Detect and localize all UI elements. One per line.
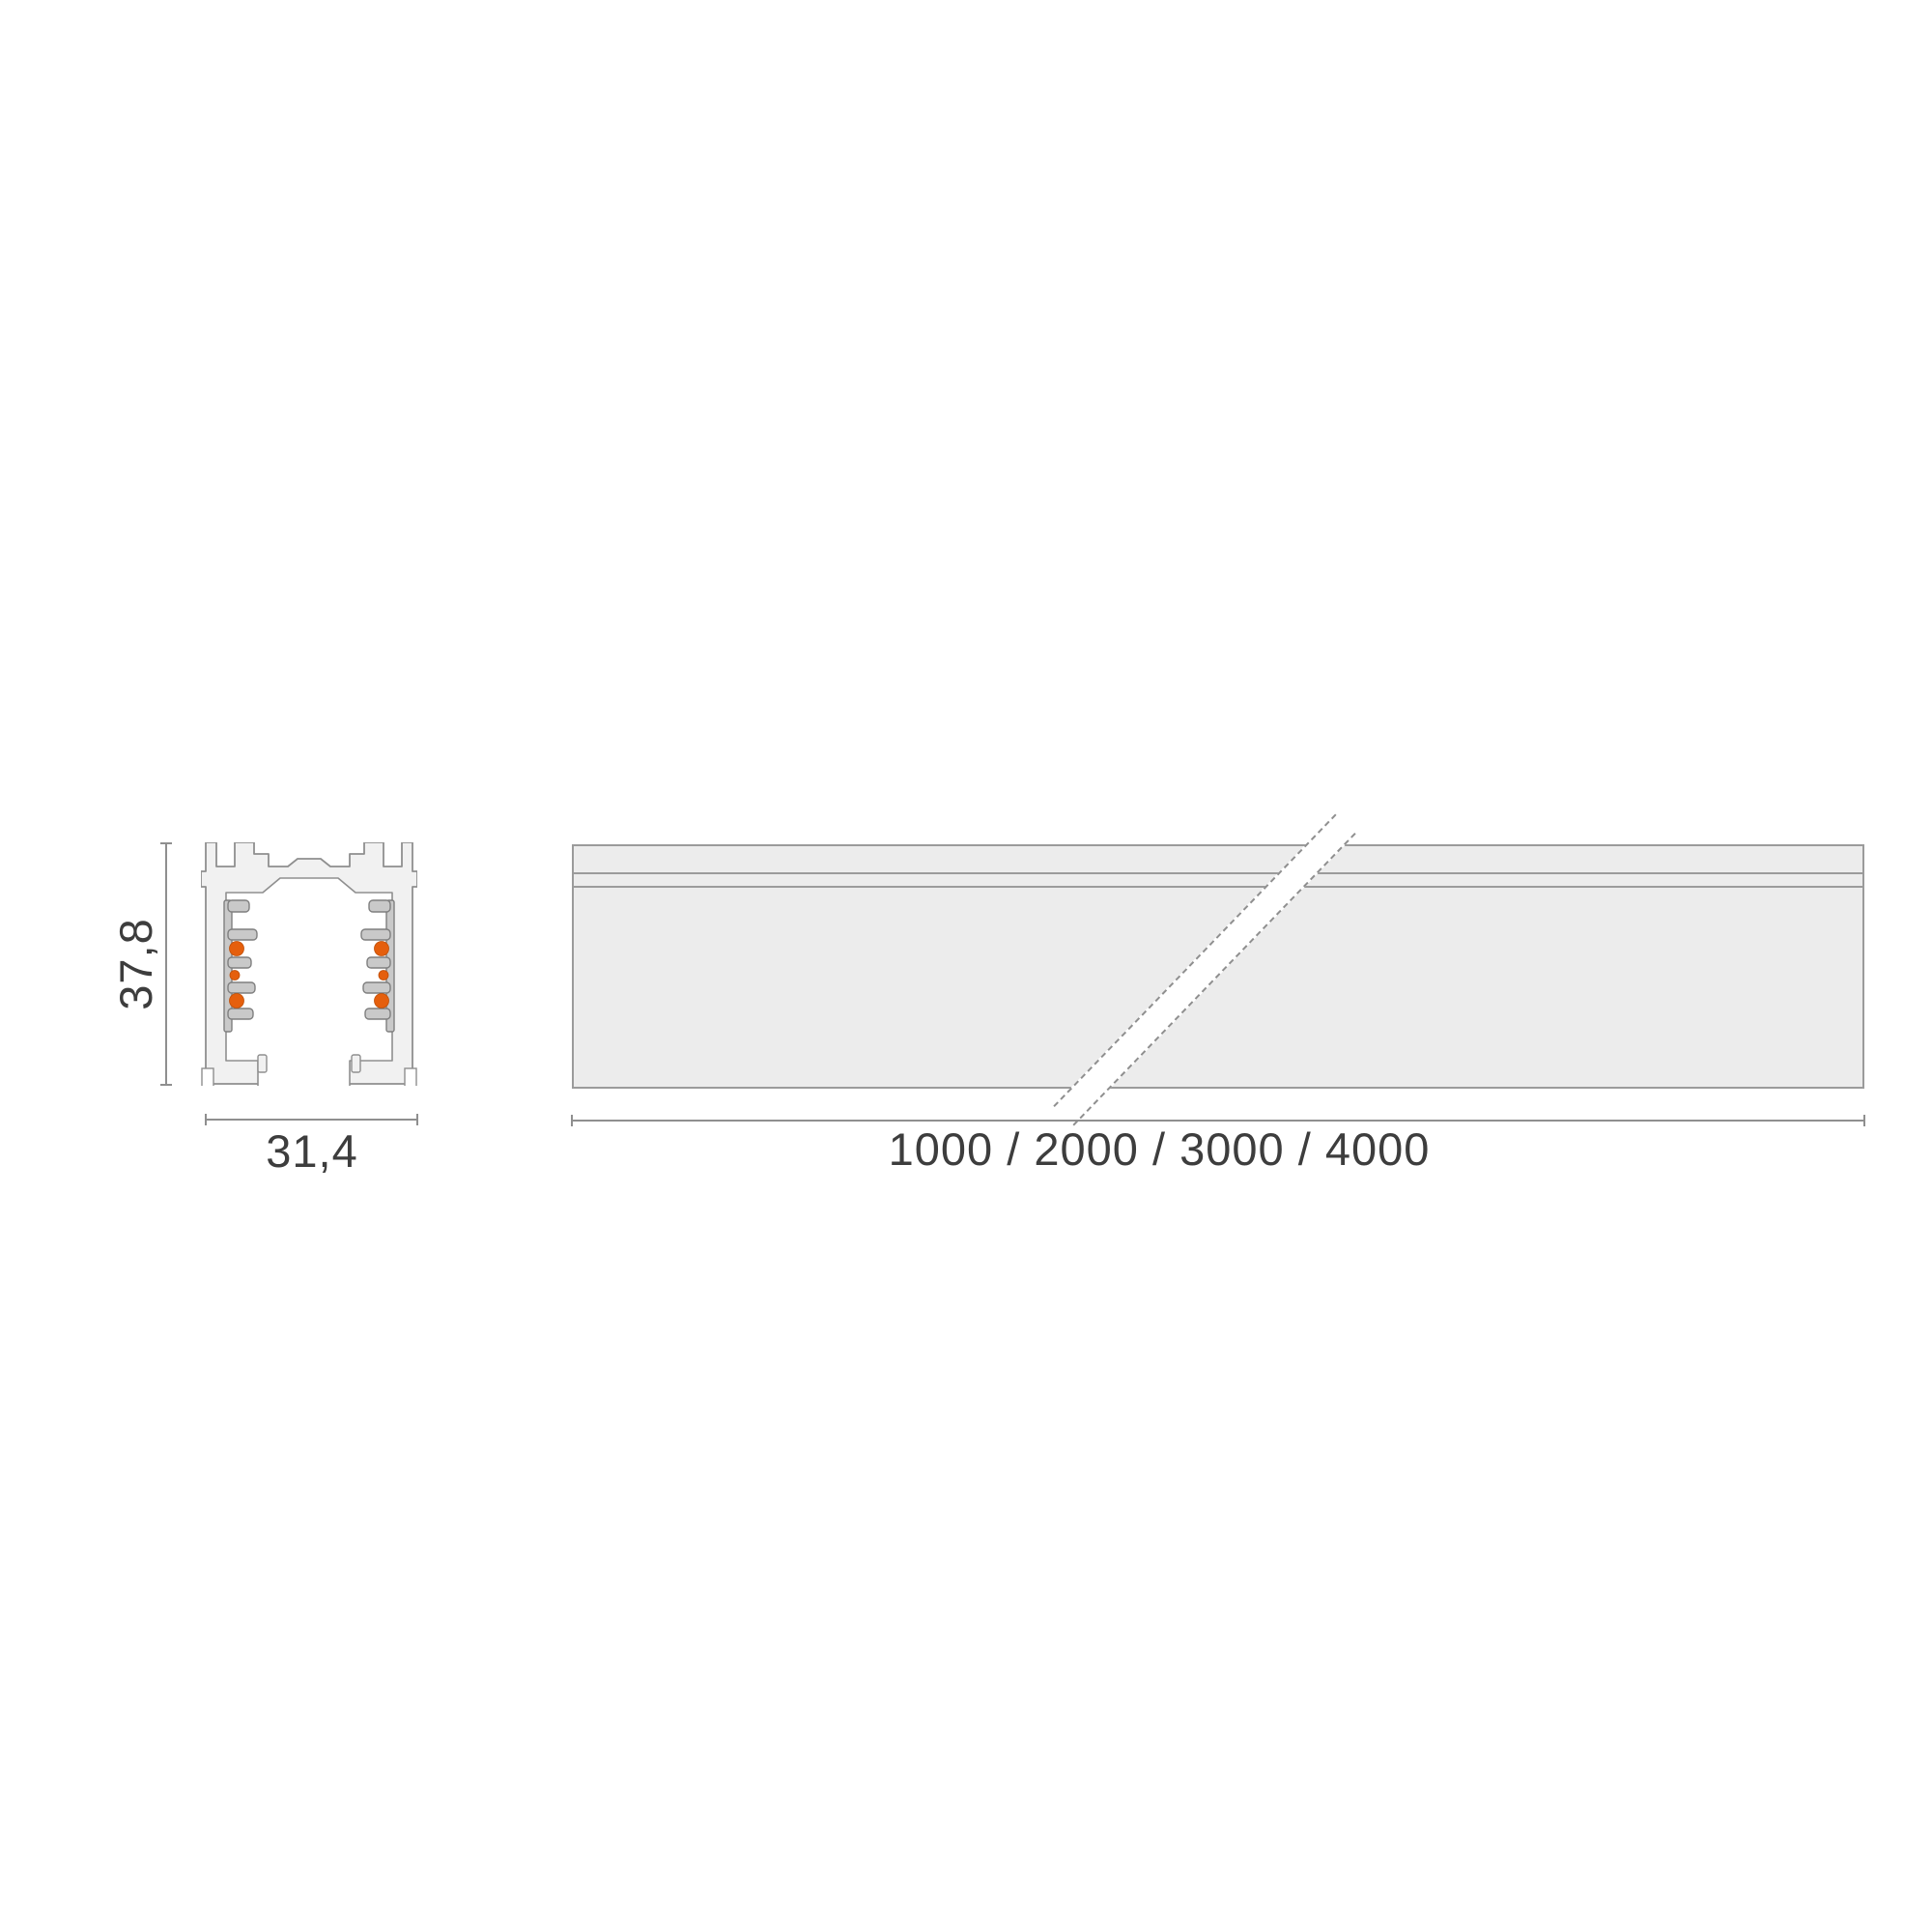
contact-dot	[378, 970, 389, 980]
length-dimension-label: 1000 / 2000 / 3000 / 4000	[888, 1123, 1431, 1175]
length-dimension-line	[572, 1120, 1865, 1122]
width-dimension-line	[206, 1119, 418, 1121]
dimension-tick	[205, 1114, 207, 1125]
track-rail-side-view	[572, 844, 1864, 1089]
contact-dot	[374, 993, 389, 1009]
dimension-tick	[571, 1115, 573, 1126]
rail-groove-line	[574, 886, 1862, 888]
dimension-tick	[416, 1114, 418, 1125]
height-dimension-line	[165, 843, 167, 1085]
foot-notch-right	[404, 1067, 417, 1086]
contact-dot	[229, 941, 244, 956]
contact-dot	[229, 970, 241, 980]
height-dimension-label: 37,8	[110, 918, 161, 1010]
insulator-comb-left	[223, 899, 258, 1033]
dimension-tick	[160, 842, 172, 844]
dimension-tick	[1863, 1115, 1865, 1126]
rail-groove-line	[574, 872, 1862, 874]
foot-notch-left	[201, 1067, 214, 1086]
track-cross-section	[201, 842, 417, 1086]
contact-dot	[229, 993, 244, 1009]
width-dimension-label: 31,4	[266, 1125, 358, 1177]
foot-hook-left	[257, 1054, 268, 1073]
dimension-tick	[160, 1084, 172, 1086]
contact-dot	[374, 941, 389, 956]
foot-hook-right	[351, 1054, 361, 1073]
